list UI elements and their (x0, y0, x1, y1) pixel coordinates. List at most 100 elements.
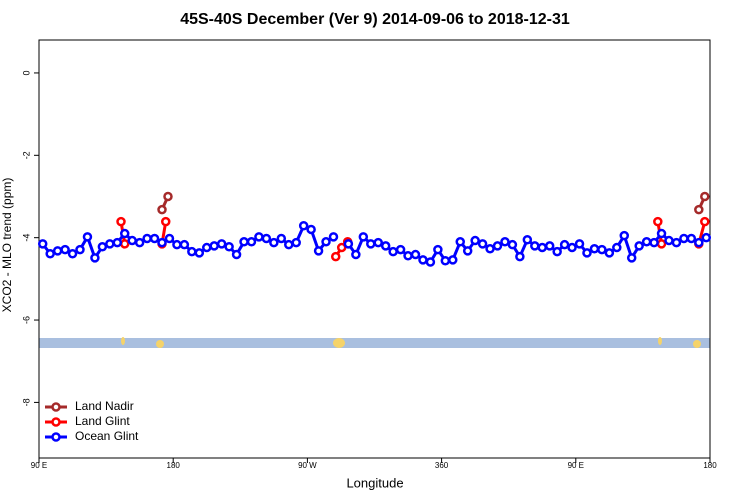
data-point (127, 235, 137, 246)
data-point (142, 233, 152, 244)
y-tick-label: 0 (21, 70, 31, 75)
data-point (269, 237, 279, 248)
data-point (306, 224, 316, 235)
data-point (97, 241, 108, 252)
data-point (60, 244, 70, 255)
x-axis-label: Longitude (346, 475, 403, 490)
data-point (134, 237, 145, 248)
data-point (700, 191, 710, 202)
data-point (343, 239, 354, 249)
y-tick-label: -2 (21, 151, 31, 159)
data-point (351, 249, 361, 260)
data-point (537, 242, 547, 253)
y-tick-label: -4 (21, 234, 31, 242)
legend-label: Land Nadir (75, 399, 134, 413)
data-point (45, 248, 55, 259)
data-point (112, 237, 123, 248)
data-point (492, 241, 503, 251)
data-point (52, 246, 63, 256)
data-point (522, 234, 533, 245)
data-point (433, 244, 443, 255)
data-point (410, 249, 421, 260)
y-axis-label: XCO2 - MLO trend (ppm) (0, 178, 14, 313)
land-ocean-band (39, 338, 710, 348)
data-point (485, 244, 495, 254)
data-point (336, 242, 347, 253)
data-point (656, 228, 667, 239)
data-point (544, 241, 555, 251)
data-point (261, 233, 272, 244)
data-point (298, 220, 309, 231)
data-point (403, 251, 413, 261)
data-point (160, 216, 171, 227)
data-point (330, 251, 341, 262)
data-point (119, 239, 130, 249)
data-point (574, 239, 585, 249)
data-point (694, 237, 704, 248)
data-point (597, 244, 607, 255)
data-point (82, 232, 93, 242)
data-point (172, 239, 182, 250)
data-point (582, 248, 592, 258)
data-point (119, 228, 130, 239)
data-point (612, 242, 622, 253)
x-tick-label: 360 (435, 461, 449, 470)
data-point (246, 237, 257, 247)
data-point (619, 230, 630, 241)
data-point (455, 237, 465, 247)
data-point (530, 241, 540, 251)
data-point (395, 244, 406, 255)
data-point (418, 255, 428, 265)
data-point (515, 251, 525, 262)
data-point (194, 248, 205, 258)
legend-marker (51, 432, 61, 442)
data-point (507, 239, 518, 250)
data-point (291, 237, 301, 248)
data-point (589, 244, 600, 254)
data-point (157, 237, 167, 248)
data-point (653, 216, 663, 227)
data-point (470, 235, 480, 246)
data-point (67, 248, 78, 259)
data-point (231, 249, 242, 260)
data-point (649, 237, 659, 248)
data-point (373, 237, 383, 248)
data-point (626, 253, 637, 263)
data-point (276, 233, 287, 244)
data-point (328, 232, 339, 242)
data-point (149, 233, 160, 244)
x-tick-label: 180 (703, 461, 717, 470)
data-point (164, 233, 175, 244)
data-point (448, 255, 458, 265)
data-point (380, 241, 391, 251)
legend-label: Land Glint (75, 414, 130, 428)
data-point (462, 246, 473, 256)
data-point (157, 204, 167, 215)
data-point (75, 244, 85, 255)
data-point (500, 237, 510, 247)
data-point (90, 253, 100, 263)
data-point (321, 237, 331, 247)
data-point (440, 255, 451, 266)
data-point (388, 246, 398, 257)
data-point (209, 241, 219, 251)
data-point (284, 239, 294, 250)
x-tick-label: 90 E (568, 461, 584, 470)
y-tick-label: -8 (21, 398, 31, 406)
legend-label: Ocean Glint (75, 429, 139, 443)
data-point (634, 241, 644, 251)
data-point (358, 232, 369, 242)
data-point (671, 237, 682, 248)
data-point (604, 248, 615, 258)
y-tick-label: -6 (21, 316, 31, 324)
data-point (656, 239, 667, 249)
land-patches (121, 337, 701, 348)
data-point (567, 242, 577, 253)
data-point (477, 239, 488, 249)
data-point (425, 257, 436, 267)
legend-marker (51, 402, 61, 412)
data-point (686, 233, 697, 244)
x-tick-label: 90 E (31, 461, 47, 470)
series-line (160, 195, 707, 211)
data-point (313, 246, 324, 256)
